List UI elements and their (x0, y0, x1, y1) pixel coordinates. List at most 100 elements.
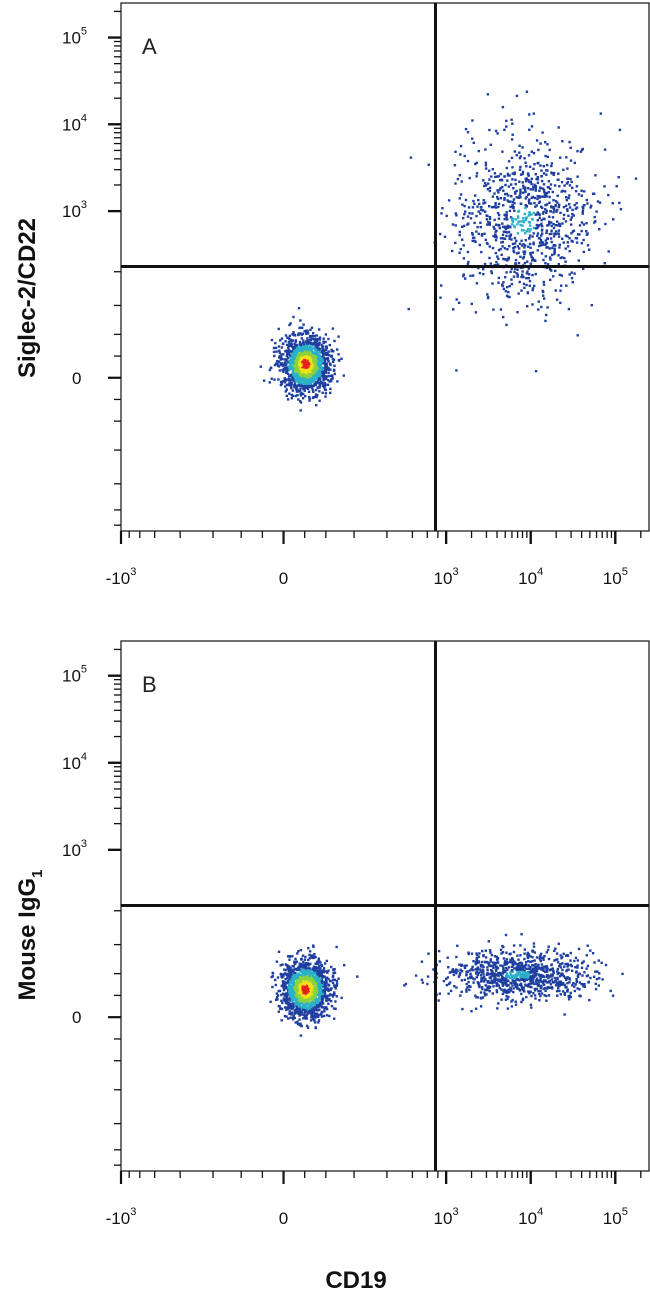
event-point (287, 1007, 290, 1010)
event-point (583, 985, 586, 988)
event-point (303, 996, 306, 999)
event-point (542, 183, 546, 186)
event-point (459, 968, 462, 971)
event-point (536, 181, 540, 184)
event-point (318, 368, 322, 371)
event-point (317, 378, 320, 381)
event-point (325, 346, 328, 350)
event-point (484, 956, 488, 959)
event-point (317, 1021, 320, 1024)
event-point (291, 978, 295, 982)
event-point (558, 222, 561, 226)
event-point (305, 1010, 308, 1013)
event-point (278, 351, 281, 354)
event-point (290, 387, 293, 390)
event-point (467, 980, 470, 984)
event-point (493, 955, 497, 958)
event-point (318, 342, 321, 345)
event-point (310, 956, 314, 959)
event-point (299, 979, 302, 982)
event-point (295, 376, 298, 380)
event-point (552, 971, 555, 974)
event-point (326, 358, 330, 362)
event-point (591, 952, 595, 955)
event-point (521, 977, 524, 981)
event-point (471, 206, 475, 209)
event-point (528, 198, 531, 201)
event-point (296, 974, 299, 977)
event-point (322, 356, 326, 359)
event-point (488, 189, 492, 193)
event-point (317, 337, 320, 341)
event-point (305, 997, 308, 1001)
event-point (455, 955, 458, 959)
event-point (299, 981, 303, 984)
event-point (323, 962, 327, 965)
event-point (301, 980, 304, 983)
event-point (534, 370, 538, 373)
event-point (547, 223, 550, 227)
event-point (488, 216, 492, 219)
event-point (280, 975, 283, 978)
event-point (510, 977, 514, 980)
event-point (456, 944, 459, 947)
event-point (481, 949, 484, 953)
event-point (480, 960, 484, 964)
event-point (320, 1006, 323, 1009)
event-point (537, 224, 540, 227)
event-point (491, 195, 495, 198)
event-point (553, 184, 557, 187)
event-point (505, 963, 508, 966)
event-point (321, 382, 325, 385)
event-point (300, 326, 303, 329)
event-point (314, 383, 318, 387)
event-point (309, 972, 313, 976)
event-point (506, 174, 510, 177)
event-point (462, 216, 465, 220)
event-point (497, 257, 500, 261)
event-point (559, 963, 562, 966)
event-point (321, 368, 324, 371)
event-point (333, 339, 336, 343)
event-point (482, 199, 485, 202)
event-point (531, 969, 534, 972)
event-point (318, 366, 321, 369)
event-point (471, 119, 474, 122)
event-point (281, 1001, 284, 1005)
event-point (313, 1019, 316, 1022)
event-point (331, 981, 335, 985)
event-point (488, 223, 491, 226)
event-point (469, 274, 472, 278)
event-point (318, 390, 321, 393)
event-point (307, 997, 311, 1000)
event-point (280, 353, 283, 356)
event-point (316, 346, 319, 349)
event-point (550, 162, 554, 165)
event-point (571, 186, 574, 190)
event-point (317, 356, 321, 359)
event-point (521, 146, 524, 149)
event-point (496, 967, 499, 970)
event-point (308, 950, 312, 953)
event-point (509, 200, 512, 203)
event-point (569, 951, 572, 955)
event-point (286, 967, 289, 970)
event-point (589, 976, 592, 980)
event-point (618, 128, 622, 132)
event-point (597, 984, 600, 987)
event-point (320, 979, 323, 983)
panel-a-label: A (142, 34, 157, 59)
event-point (301, 381, 304, 384)
event-point (521, 172, 524, 176)
event-point (566, 954, 570, 957)
event-point (326, 383, 330, 386)
event-point (481, 964, 484, 967)
event-point (332, 358, 336, 361)
event-point (494, 206, 498, 209)
event-point (290, 970, 293, 973)
event-point (286, 977, 289, 980)
event-point (566, 990, 569, 993)
event-point (298, 370, 302, 373)
event-point (293, 986, 296, 989)
event-point (294, 369, 297, 372)
